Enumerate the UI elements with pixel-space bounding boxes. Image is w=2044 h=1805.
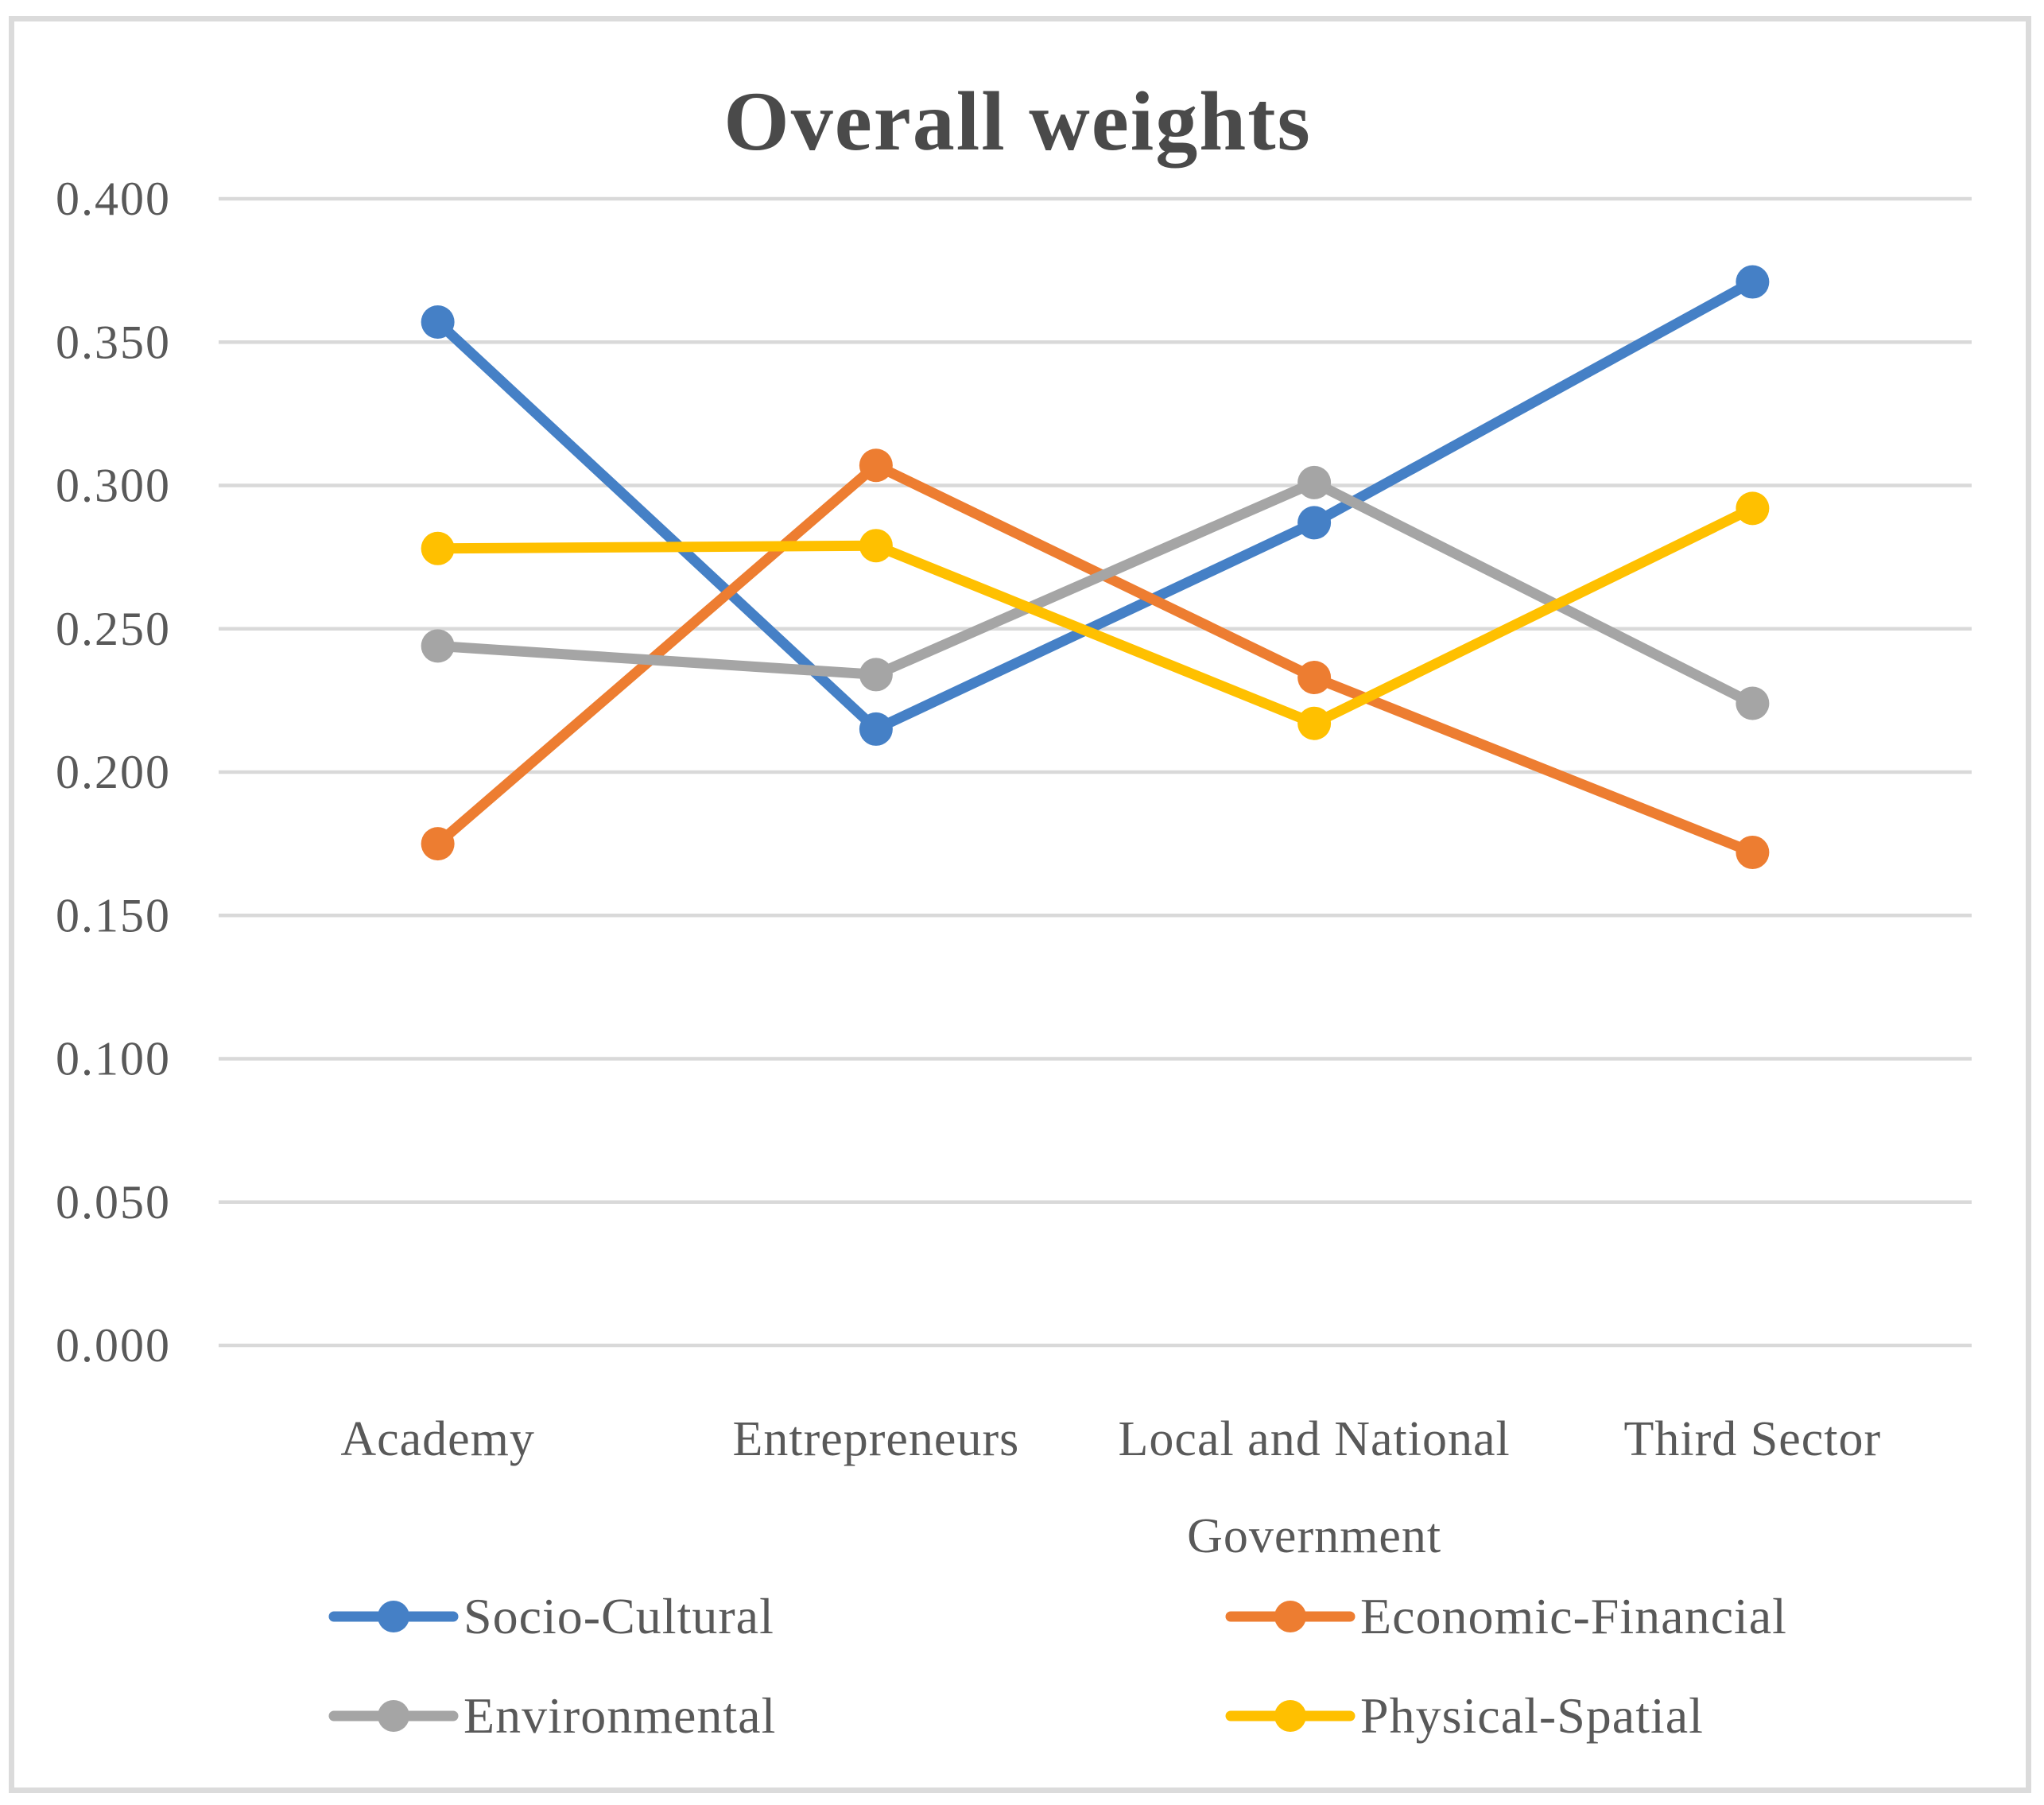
data-point-marker	[1736, 835, 1770, 869]
data-point-marker	[1297, 661, 1332, 695]
data-point-marker	[859, 712, 893, 746]
gridlines-group	[219, 196, 1972, 1348]
data-point-marker	[421, 629, 455, 663]
series-line-environmental	[432, 477, 1758, 708]
x-axis-category-label: Entrepreneurs	[733, 1412, 1020, 1466]
legend-circle-marker-icon	[378, 1601, 409, 1632]
legend-circle-marker-icon	[1274, 1601, 1306, 1632]
x-axis-category-label: Government	[1187, 1509, 1441, 1563]
y-axis-tick-label: 0.200	[56, 746, 171, 798]
legend: Socio-Cultural Economic-Financial Environm…	[328, 1588, 1787, 1744]
x-axis-category-label: Local and National	[1119, 1412, 1511, 1466]
data-point-marker	[859, 658, 893, 692]
legend-item-economic-financial: Economic-Financial	[1225, 1588, 1787, 1644]
legend-item-socio-cultural: Socio-Cultural	[328, 1588, 774, 1644]
data-point-marker	[1297, 506, 1332, 540]
data-point-marker	[421, 827, 455, 861]
data-point-marker	[1297, 465, 1332, 499]
legend-item-environmental: Environmental	[328, 1687, 776, 1744]
y-axis-tick-label: 0.100	[56, 1033, 171, 1085]
y-axis-tick-label: 0.050	[56, 1176, 171, 1229]
y-axis-tick-label: 0.400	[56, 173, 171, 225]
y-axis-tick-label: 0.000	[56, 1319, 171, 1372]
legend-label: Environmental	[463, 1687, 776, 1744]
data-point-marker	[1736, 491, 1770, 526]
x-axis-category-label: Third Sector	[1624, 1412, 1882, 1466]
legend-label: Physical-Spatial	[1360, 1687, 1704, 1744]
legend-label: Socio-Cultural	[463, 1588, 774, 1644]
chart-title: Overall weights	[723, 75, 1312, 168]
y-axis-tick-labels: 0.400 0.350 0.300 0.250 0.200 0.150 0.100 0.050…	[56, 173, 171, 1372]
y-axis-tick-label: 0.300	[56, 460, 171, 512]
data-point-marker	[421, 531, 455, 565]
data-point-marker	[1736, 686, 1770, 720]
x-axis-category-labels: Academy Entrepreneurs Local and National Go…	[340, 1412, 1882, 1563]
figure-frame	[9, 16, 2031, 1793]
legend-item-physical-spatial: Physical-Spatial	[1225, 1687, 1704, 1744]
series-group	[421, 265, 1770, 869]
series-line-physical-spatial	[432, 503, 1758, 729]
y-axis-tick-label: 0.250	[56, 603, 171, 655]
y-axis-tick-label: 0.350	[56, 316, 171, 368]
data-point-marker	[859, 448, 893, 483]
legend-circle-marker-icon	[378, 1700, 409, 1732]
series-line-economic-financial	[432, 460, 1758, 858]
data-point-marker	[421, 305, 455, 340]
series-line-socio-cultural	[432, 277, 1758, 735]
x-axis-category-label: Academy	[340, 1412, 535, 1466]
data-point-marker	[1297, 706, 1332, 740]
data-point-marker	[859, 529, 893, 563]
legend-circle-marker-icon	[1274, 1700, 1306, 1732]
data-point-marker	[1736, 265, 1770, 299]
y-axis-tick-label: 0.150	[56, 889, 171, 941]
legend-label: Economic-Financial	[1360, 1588, 1787, 1644]
